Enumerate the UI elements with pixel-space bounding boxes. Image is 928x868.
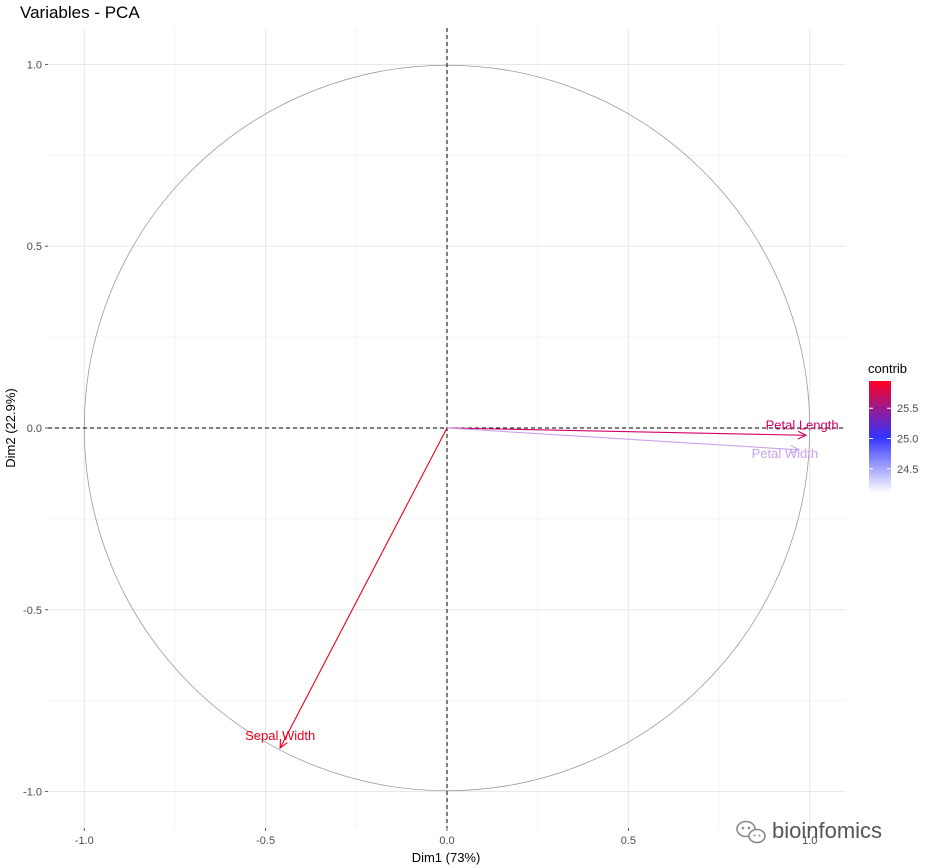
variable-arrows bbox=[279, 427, 808, 750]
y-axis-ticks: -1.0 -0.5 0.0 0.5 1.0 bbox=[23, 59, 48, 799]
wechat-icon bbox=[736, 820, 766, 844]
y-tick-label: -1.0 bbox=[23, 787, 42, 799]
x-axis-title: Dim1 (73%) bbox=[412, 850, 481, 865]
x-axis-ticks: -1.0 -0.5 0.0 0.5 1.0 bbox=[75, 828, 817, 847]
legend-tick-label: 25.5 bbox=[897, 403, 918, 415]
legend-title: contrib bbox=[868, 361, 907, 376]
y-tick-label: 0.0 bbox=[27, 423, 42, 435]
x-tick-label: -0.5 bbox=[256, 835, 275, 847]
legend-ticks: 25.5 25.0 24.5 bbox=[869, 403, 918, 476]
y-tick-label: 0.5 bbox=[27, 241, 42, 253]
chart-title: Variables - PCA bbox=[20, 3, 140, 22]
legend-tick-label: 25.0 bbox=[897, 434, 918, 446]
arrowhead-petal-length bbox=[797, 430, 808, 440]
label-petal-width: Petal Width bbox=[752, 446, 818, 461]
legend-colorbar bbox=[869, 381, 891, 493]
arrowhead-sepal-width bbox=[279, 738, 288, 750]
contrib-legend: contrib 25.5 25.0 24.5 bbox=[868, 361, 918, 493]
watermark: bioinfomics bbox=[736, 818, 882, 844]
arrow-petal-length bbox=[446, 427, 807, 436]
arrow-petal-width bbox=[446, 427, 799, 451]
variable-labels: Petal Length Petal Width Sepal Width bbox=[245, 417, 839, 743]
x-tick-label: -1.0 bbox=[75, 835, 94, 847]
arrow-sepal-width bbox=[279, 427, 448, 749]
label-petal-length: Petal Length bbox=[766, 417, 839, 432]
y-tick-label: 1.0 bbox=[27, 59, 42, 71]
watermark-text: bioinfomics bbox=[772, 818, 882, 843]
x-tick-label: 0.5 bbox=[621, 835, 636, 847]
x-tick-label: 0.0 bbox=[439, 835, 454, 847]
y-axis-title: Dim2 (22.9%) bbox=[3, 388, 18, 467]
arrowhead-petal-width bbox=[790, 444, 801, 454]
y-tick-label: -0.5 bbox=[23, 605, 42, 617]
legend-tick-label: 24.5 bbox=[897, 464, 918, 476]
x-tick-label: 1.0 bbox=[802, 835, 817, 847]
label-sepal-width: Sepal Width bbox=[245, 728, 315, 743]
